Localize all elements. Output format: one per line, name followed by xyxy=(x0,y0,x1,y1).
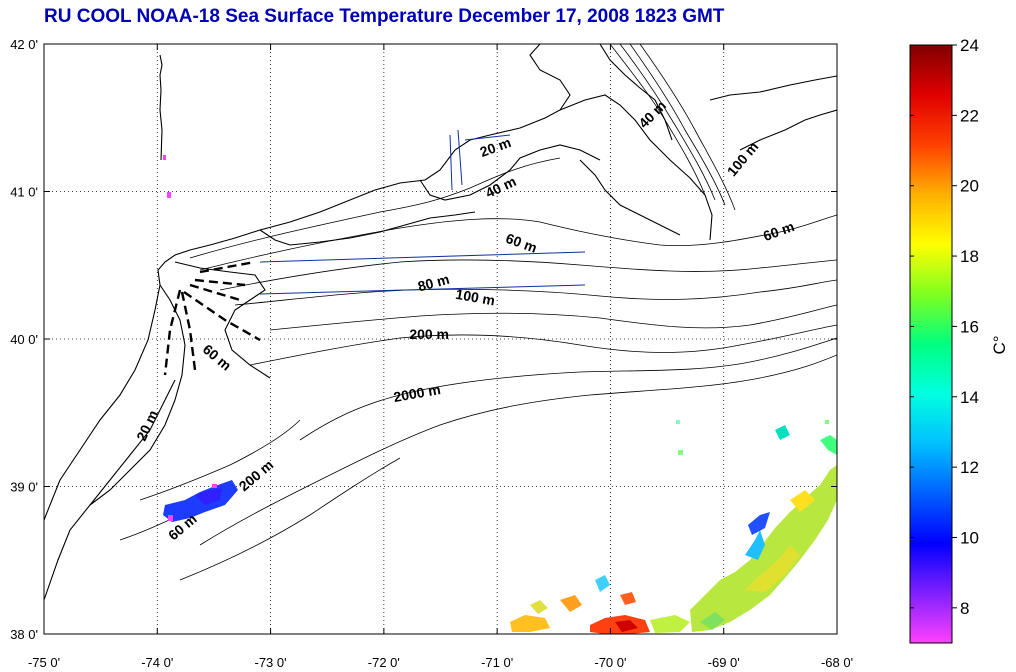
lat-tick-label: 39 0' xyxy=(10,480,38,495)
colorbar-tick-label: 14 xyxy=(960,388,979,407)
colorbar-tick-label: 16 xyxy=(960,317,979,336)
sst-patches xyxy=(163,155,837,634)
lon-tick-label: -69 0' xyxy=(708,655,740,670)
map-title: RU COOL NOAA-18 Sea Surface Temperature … xyxy=(44,6,725,27)
axis-ticks: -75 0' -74 0' -73 0' -72 0' -71 0' -70 0' -69 … xyxy=(10,37,853,670)
colorbar xyxy=(909,44,953,644)
lon-tick-label: -71 0' xyxy=(481,655,513,670)
contour-label: 200 m xyxy=(409,326,449,342)
sst-patch-shelf-core xyxy=(195,488,222,505)
lon-tick-label: -68 0' xyxy=(821,655,853,670)
colorbar-tick-label: 8 xyxy=(960,599,969,618)
colorbar-tick-label: 24 xyxy=(960,36,979,55)
survey-tracks xyxy=(259,129,586,295)
lat-tick-label: 38 0' xyxy=(10,627,38,642)
lon-tick-label: -75 0' xyxy=(28,655,60,670)
colorbar-unit-label: C° xyxy=(990,335,1009,354)
colorbar-ticks: 8 10 12 14 16 18 20 22 24 xyxy=(910,36,979,618)
colorbar-tick-label: 20 xyxy=(960,177,979,196)
lon-tick-label: -70 0' xyxy=(594,655,626,670)
map-gridlines xyxy=(44,44,837,634)
bathymetry-contours xyxy=(119,44,837,581)
lat-tick-label: 42 0' xyxy=(10,37,38,52)
contour-label: 80 m xyxy=(416,271,451,295)
colorbar-tick-label: 10 xyxy=(960,528,979,547)
lat-tick-label: 41 0' xyxy=(10,185,38,200)
colorbar-tick-label: 12 xyxy=(960,458,979,477)
shipping-lanes xyxy=(163,260,261,376)
lon-tick-label: -74 0' xyxy=(141,655,173,670)
lat-tick-label: 40 0' xyxy=(10,332,38,347)
contour-label: 100 m xyxy=(454,286,496,309)
colorbar-tick-label: 22 xyxy=(960,106,979,125)
lon-tick-label: -72 0' xyxy=(368,655,400,670)
lon-tick-label: -73 0' xyxy=(255,655,287,670)
colorbar-tick-label: 18 xyxy=(960,247,979,266)
